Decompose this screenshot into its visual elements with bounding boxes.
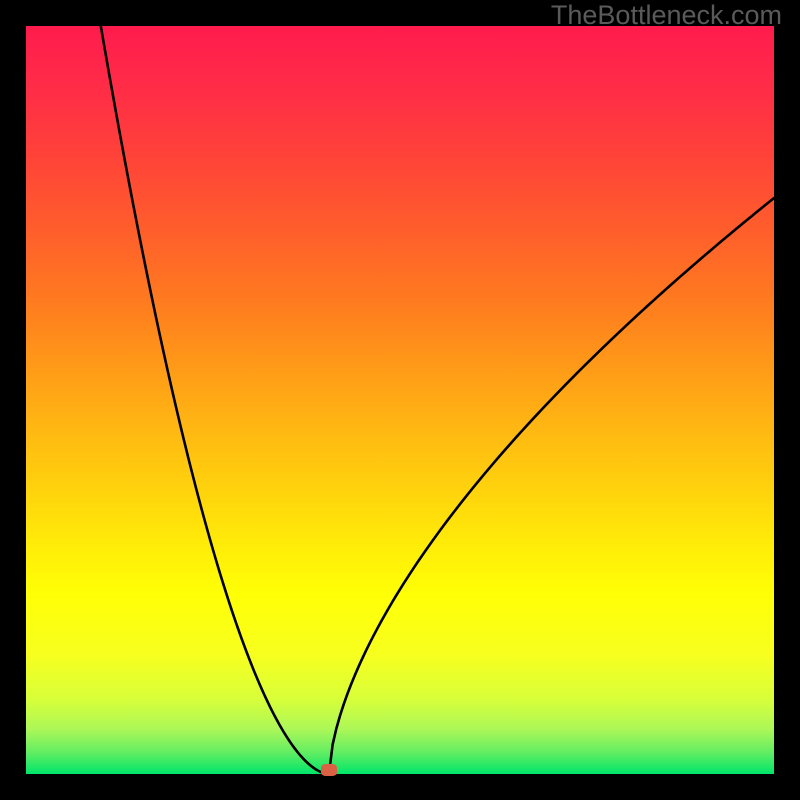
watermark-text: TheBottleneck.com [551,0,782,31]
bottleneck-curve [0,0,800,800]
optimum-marker [321,764,337,776]
chart-frame: TheBottleneck.com [0,0,800,800]
